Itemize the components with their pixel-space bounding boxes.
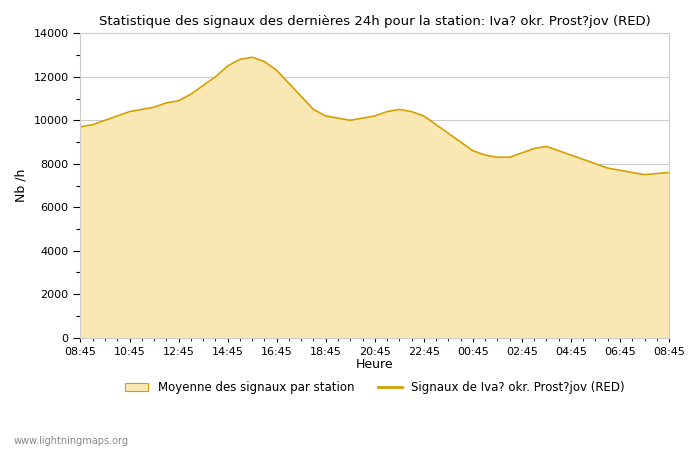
X-axis label: Heure: Heure — [356, 358, 393, 371]
Text: www.lightningmaps.org: www.lightningmaps.org — [14, 436, 129, 446]
Title: Statistique des signaux des dernières 24h pour la station: Iva? okr. Prost?jov (: Statistique des signaux des dernières 24… — [99, 15, 650, 28]
Y-axis label: Nb /h: Nb /h — [15, 169, 28, 202]
Legend: Moyenne des signaux par station, Signaux de Iva? okr. Prost?jov (RED): Moyenne des signaux par station, Signaux… — [120, 376, 629, 399]
